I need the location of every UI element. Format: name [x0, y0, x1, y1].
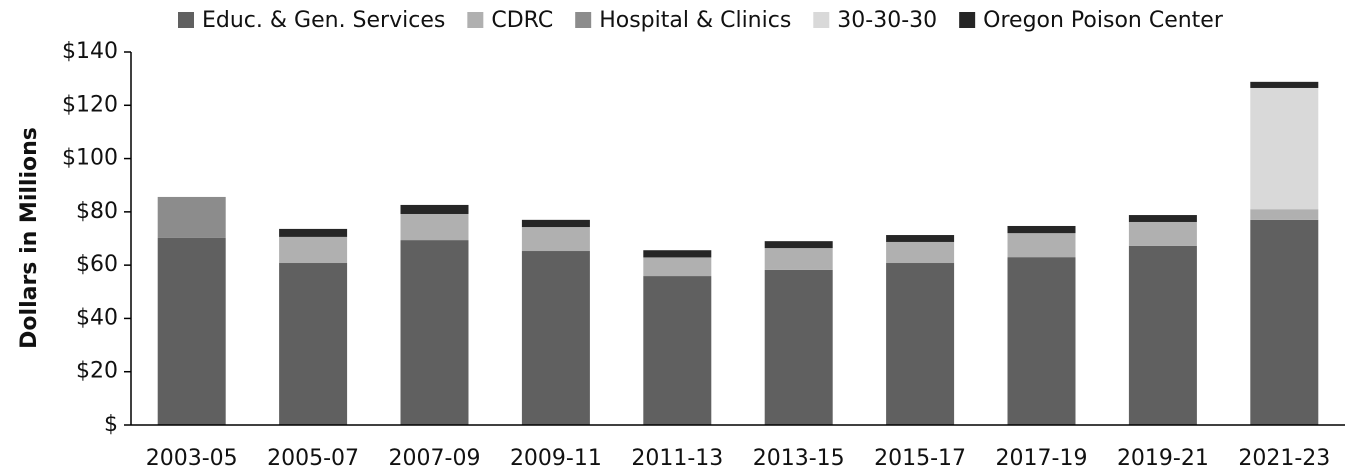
legend-swatch — [575, 12, 592, 28]
y-tick-label: $20 — [76, 359, 118, 384]
legend-label: 30-30-30 — [837, 8, 937, 33]
x-tick-label: 2005-07 — [267, 446, 359, 471]
legend-swatch — [178, 12, 194, 28]
y-tick-label: $60 — [76, 252, 118, 277]
x-tick-label: 2017-19 — [996, 446, 1088, 471]
x-tick-label: 2011-13 — [631, 446, 723, 471]
bar-segment — [521, 219, 590, 228]
bar-segment — [157, 196, 226, 238]
bar-segment — [279, 236, 348, 264]
x-tick-label: 2013-15 — [753, 446, 845, 471]
bar-segment — [886, 241, 955, 264]
bar-segment — [1250, 209, 1319, 220]
bar-segment — [1250, 87, 1319, 210]
bar-segment — [400, 204, 469, 214]
x-tick-label: 2007-09 — [389, 446, 481, 471]
x-tick-label: 2021-23 — [1238, 446, 1330, 471]
x-tick-label: 2003-05 — [146, 446, 238, 471]
bar-segment — [279, 228, 348, 237]
bar-segment — [1250, 81, 1319, 88]
y-tick-label: $100 — [62, 146, 118, 171]
bar-segment — [886, 263, 955, 425]
bar-segment — [1250, 219, 1319, 425]
bar-segment — [643, 276, 712, 425]
y-tick-label: $40 — [76, 305, 118, 330]
bar-segment — [521, 251, 590, 425]
legend-swatch — [813, 12, 830, 28]
y-tick-label: $140 — [62, 39, 118, 64]
x-tick-label: 2019-21 — [1117, 446, 1209, 471]
legend-label: Hospital & Clinics — [599, 8, 791, 33]
bar-segment — [1007, 233, 1076, 258]
bar-segment — [1128, 245, 1197, 425]
y-tick-label: $80 — [76, 199, 118, 224]
legend-swatch — [959, 12, 976, 28]
bar-segment — [400, 240, 469, 425]
bar-segment — [886, 235, 955, 242]
legend-label: Educ. & Gen. Services — [202, 8, 445, 33]
y-tick-label: $ — [104, 412, 118, 437]
bar-segment — [1007, 225, 1076, 234]
legend-label: CDRC — [491, 8, 553, 33]
legend-swatch — [467, 12, 484, 28]
bar-segment — [279, 263, 348, 425]
x-tick-label: 2009-11 — [510, 446, 602, 471]
bar-segment — [764, 269, 833, 425]
bar-segment — [764, 241, 833, 249]
x-tick-label: 2015-17 — [874, 446, 966, 471]
y-axis-label: Dollars in Millions — [17, 127, 42, 349]
y-tick-label: $120 — [62, 92, 118, 117]
legend-label: Oregon Poison Center — [983, 8, 1224, 33]
bar-segment — [643, 257, 712, 277]
bar-segment — [764, 248, 833, 270]
bar-segment — [400, 213, 469, 241]
bar-segment — [1128, 221, 1197, 246]
bar-segment — [643, 250, 712, 258]
bar-segment — [1128, 215, 1197, 222]
bar-segment — [157, 237, 226, 425]
bar-segment — [1007, 257, 1076, 425]
bar-segment — [521, 227, 590, 252]
